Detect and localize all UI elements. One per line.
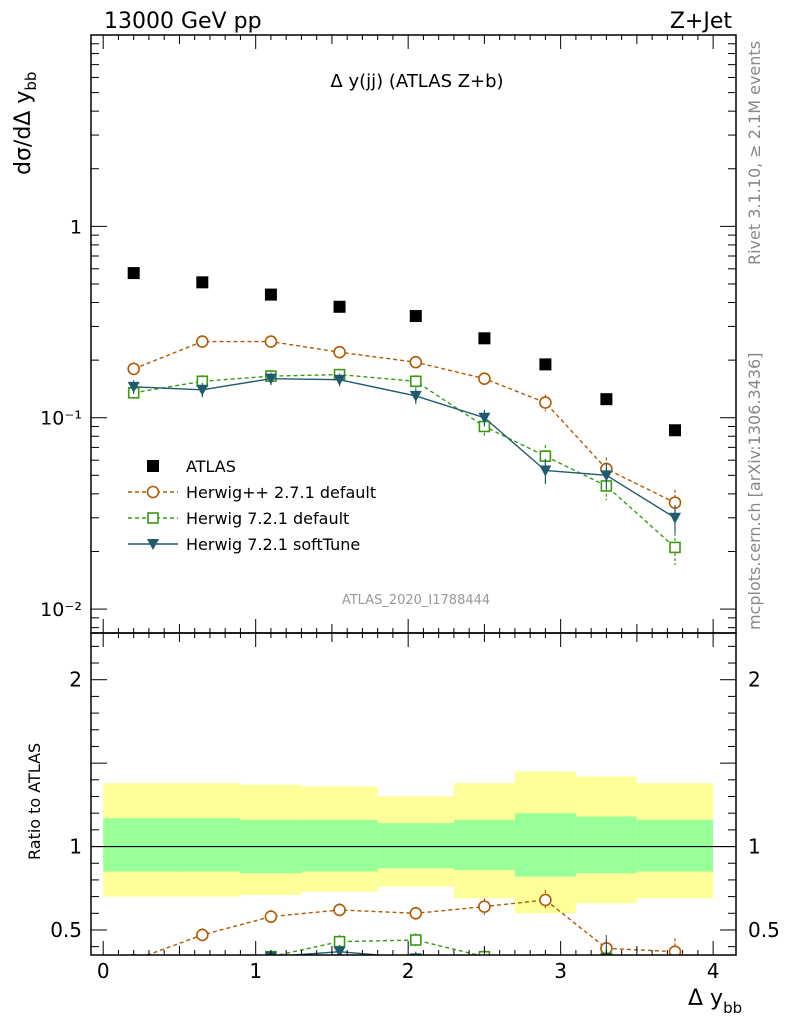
herwig-7-2-1-default-point: [669, 541, 681, 554]
legend-label-herwig-7-2-1-softtune: Herwig 7.2.1 softTune: [186, 535, 360, 554]
x-axis-label: Δ ybb: [688, 986, 742, 1017]
herwig-2-7-1-default-point: [196, 928, 209, 942]
rivet-version-label: Rivet 3.1.10, ≥ 2.1M events: [745, 41, 764, 265]
main-series-layer: [127, 267, 682, 565]
inner-band-bin: [575, 816, 637, 874]
inner-band-bin: [514, 813, 576, 877]
herwig-2-7-1-default-point: [478, 900, 491, 913]
herwig-7-2-1-softtune-point: [669, 512, 682, 524]
ratio-y-tick-label-left: 1: [69, 835, 82, 859]
ratio-y-tick-label-right: 2: [748, 668, 761, 692]
herwig-7-2-1-softtune-point: [128, 967, 140, 978]
herwig-2-7-1-default-point: [127, 362, 140, 376]
herwig-7-2-1-softtune-point: [539, 962, 551, 973]
herwig-7-2-1-softtune-point: [669, 965, 681, 976]
herwig-7-2-1-softtune-point: [264, 373, 277, 385]
axes-layer: 0 1 2 3 4 10⁻² 10⁻¹ 1 0.5 0.5 1 1 2 2: [40, 34, 780, 983]
source-label: mcplots.cern.ch [arXiv:1306.3436]: [745, 353, 764, 630]
inner-band-bin: [301, 819, 378, 872]
herwig-7-2-1-softtune-point: [409, 390, 422, 402]
inner-band-bin: [179, 818, 241, 872]
herwig-2-7-1-default-line: [145, 899, 676, 955]
ratio-y-axis-label: Ratio to ATLAS: [25, 743, 44, 860]
herwig-2-7-1-default-point: [129, 953, 138, 955]
legend-marker-herwig-7-2-1-default: [147, 512, 159, 524]
herwig-2-7-1-default-point: [196, 335, 209, 348]
herwig-2-7-1-default-point: [333, 903, 346, 917]
chart-title: Δ y(jj) (ATLAS Z+b): [330, 71, 503, 92]
main-y-axis-label-sub: bb: [22, 72, 40, 91]
herwig-2-7-1-default-point: [478, 372, 491, 385]
herwig-7-2-1-default-point: [670, 968, 680, 978]
atlas-point: [409, 310, 422, 323]
x-tick-label: 3: [554, 959, 567, 983]
herwig-2-7-1-default-point: [333, 345, 346, 359]
x-axis-label-sub: bb: [723, 999, 742, 1017]
atlas-point: [196, 276, 209, 289]
inner-band-bin: [453, 819, 515, 870]
herwig-7-2-1-softtune-point: [539, 465, 552, 477]
main-y-tick-label: 1: [70, 216, 82, 238]
herwig-7-2-1-default-point: [409, 375, 422, 388]
ratio-y-tick-label-left: 2: [69, 668, 82, 692]
herwig-7-2-1-default-point: [409, 934, 422, 946]
atlas-point: [478, 332, 491, 345]
x-axis-label-main: Δ y: [688, 986, 723, 1011]
herwig-7-2-1-softtune-point: [478, 412, 491, 424]
legend-marker-herwig-2-7-1-default: [146, 485, 160, 499]
x-tick-label: 1: [249, 959, 262, 983]
atlas-point: [127, 267, 140, 280]
herwig-2-7-1-default-point: [264, 335, 278, 348]
main-y-tick-label: 10⁻¹: [40, 408, 82, 430]
legend-marker-herwig-7-2-1-softtune: [147, 539, 159, 550]
herwig-2-7-1-default-point: [409, 355, 423, 369]
herwig-7-2-1-default-point: [539, 954, 552, 955]
herwig-7-2-1-softtune-point: [196, 963, 208, 974]
x-tick-label: 0: [97, 959, 110, 983]
herwig-7-2-1-softtune-point: [333, 374, 346, 386]
atlas-point: [333, 300, 346, 313]
x-tick-label: 4: [707, 959, 720, 983]
herwig-7-2-1-softtune-point: [333, 946, 346, 955]
atlas-point: [669, 424, 682, 437]
herwig-7-2-1-default-point: [197, 958, 207, 968]
ratio-uncertainty-bands: [91, 771, 736, 914]
ratio-panel-frame: [90, 632, 737, 956]
ratio-y-tick-label-right: 0.5: [748, 918, 780, 942]
atlas-point: [600, 393, 613, 406]
process-label: Z+Jet: [670, 9, 733, 34]
main-y-axis-label-main: dσ/dΔ y: [11, 91, 36, 175]
legend-marker-atlas: [147, 460, 159, 472]
herwig-7-2-1-softtune-point: [478, 962, 490, 973]
inner-band-bin: [377, 823, 454, 869]
x-tick-label: 2: [402, 959, 415, 983]
legend-label-herwig-7-2-1-default: Herwig 7.2.1 default: [186, 509, 349, 528]
ratio-y-tick-label-right: 1: [748, 835, 761, 859]
legend-label-atlas: ATLAS: [186, 457, 236, 476]
atlas-point: [539, 358, 552, 371]
legend-label-herwig-2-7-1-default: Herwig++ 2.7.1 default: [186, 483, 376, 502]
inner-band-bin: [636, 819, 714, 872]
main-y-tick-label: 10⁻²: [40, 599, 82, 621]
beam-label: 13000 GeV pp: [104, 9, 262, 34]
herwig-7-2-1-default-point: [129, 968, 139, 978]
herwig-2-7-1-default-point: [668, 945, 682, 955]
herwig-2-7-1-default-point: [264, 910, 278, 923]
main-y-axis-label: dσ/dΔ ybb: [11, 72, 40, 175]
herwig-2-7-1-default-point: [409, 906, 423, 920]
ratio-y-tick-label-left: 0.5: [50, 918, 82, 942]
inner-band-bin: [103, 818, 180, 872]
herwig-2-7-1-default-point: [539, 396, 552, 409]
herwig-7-2-1-softtune-point: [600, 470, 613, 482]
analysis-watermark: ATLAS_2020_I1788444: [342, 593, 490, 608]
herwig-7-2-1-softtune-point: [127, 381, 140, 393]
herwig-7-2-1-softtune-point: [196, 384, 209, 396]
herwig-2-7-1-default-point: [539, 893, 552, 907]
atlas-point: [264, 288, 277, 301]
legend: ATLAS Herwig++ 2.7.1 default Herwig 7.2.1 …: [128, 457, 376, 554]
herwig-2-7-1-default-line: [133, 340, 676, 504]
